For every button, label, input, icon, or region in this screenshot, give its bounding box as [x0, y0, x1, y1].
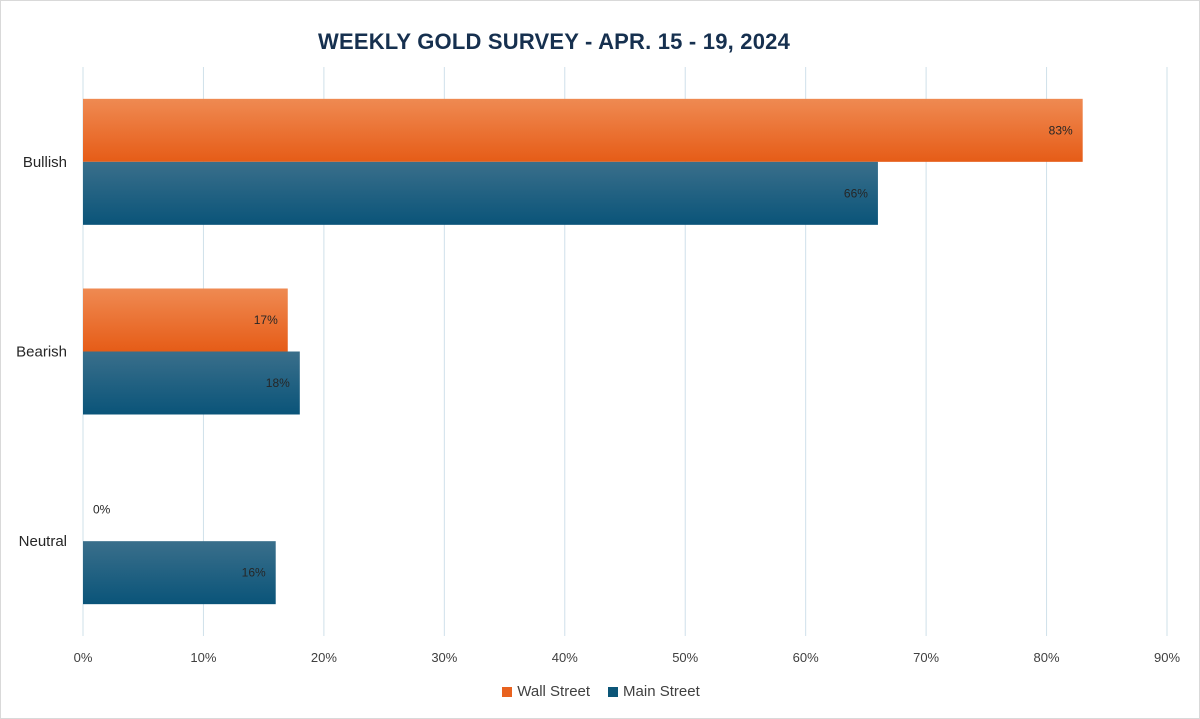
x-tick-label: 10%	[190, 650, 216, 665]
data-label-wall-street-neutral: 0%	[93, 503, 111, 517]
legend-swatch-main-street	[608, 686, 619, 697]
legend-item-wall-street: Wall Street	[502, 683, 590, 700]
bar-main-street-bullish	[83, 161, 878, 225]
x-tick-label: 80%	[1034, 650, 1060, 665]
category-label-bearish: Bearish	[16, 344, 67, 361]
chart-title: WEEKLY GOLD SURVEY - APR. 15 - 19, 2024	[317, 29, 791, 54]
data-label-main-street-bearish: 18%	[266, 376, 290, 390]
x-tick-label: 70%	[913, 650, 939, 665]
x-tick-label: 50%	[672, 650, 698, 665]
legend-label-wall-street: Wall Street	[517, 683, 591, 700]
legend-swatch-wall-street	[502, 686, 513, 697]
bar-wall-street-bearish	[83, 288, 288, 352]
bar-main-street-bearish	[83, 351, 300, 415]
bar-main-street-neutral	[83, 541, 276, 605]
data-label-wall-street-bearish: 17%	[254, 313, 278, 327]
bar-wall-street-bullish	[83, 98, 1083, 162]
x-tick-label: 40%	[552, 650, 578, 665]
legend-item-main-street: Main Street	[608, 683, 700, 700]
x-tick-label: 60%	[793, 650, 819, 665]
data-label-main-street-neutral: 16%	[242, 566, 266, 580]
x-tick-label: 20%	[311, 650, 337, 665]
x-tick-label: 0%	[74, 650, 93, 665]
data-label-main-street-bullish: 66%	[844, 186, 868, 200]
legend: Wall Street Main Street	[1, 683, 1200, 700]
x-tick-label: 90%	[1154, 650, 1180, 665]
data-label-wall-street-bullish: 83%	[1049, 123, 1073, 137]
x-tick-label: 30%	[431, 650, 457, 665]
legend-label-main-street: Main Street	[623, 683, 700, 700]
category-label-neutral: Neutral	[19, 533, 67, 550]
category-label-bullish: Bullish	[23, 154, 67, 171]
